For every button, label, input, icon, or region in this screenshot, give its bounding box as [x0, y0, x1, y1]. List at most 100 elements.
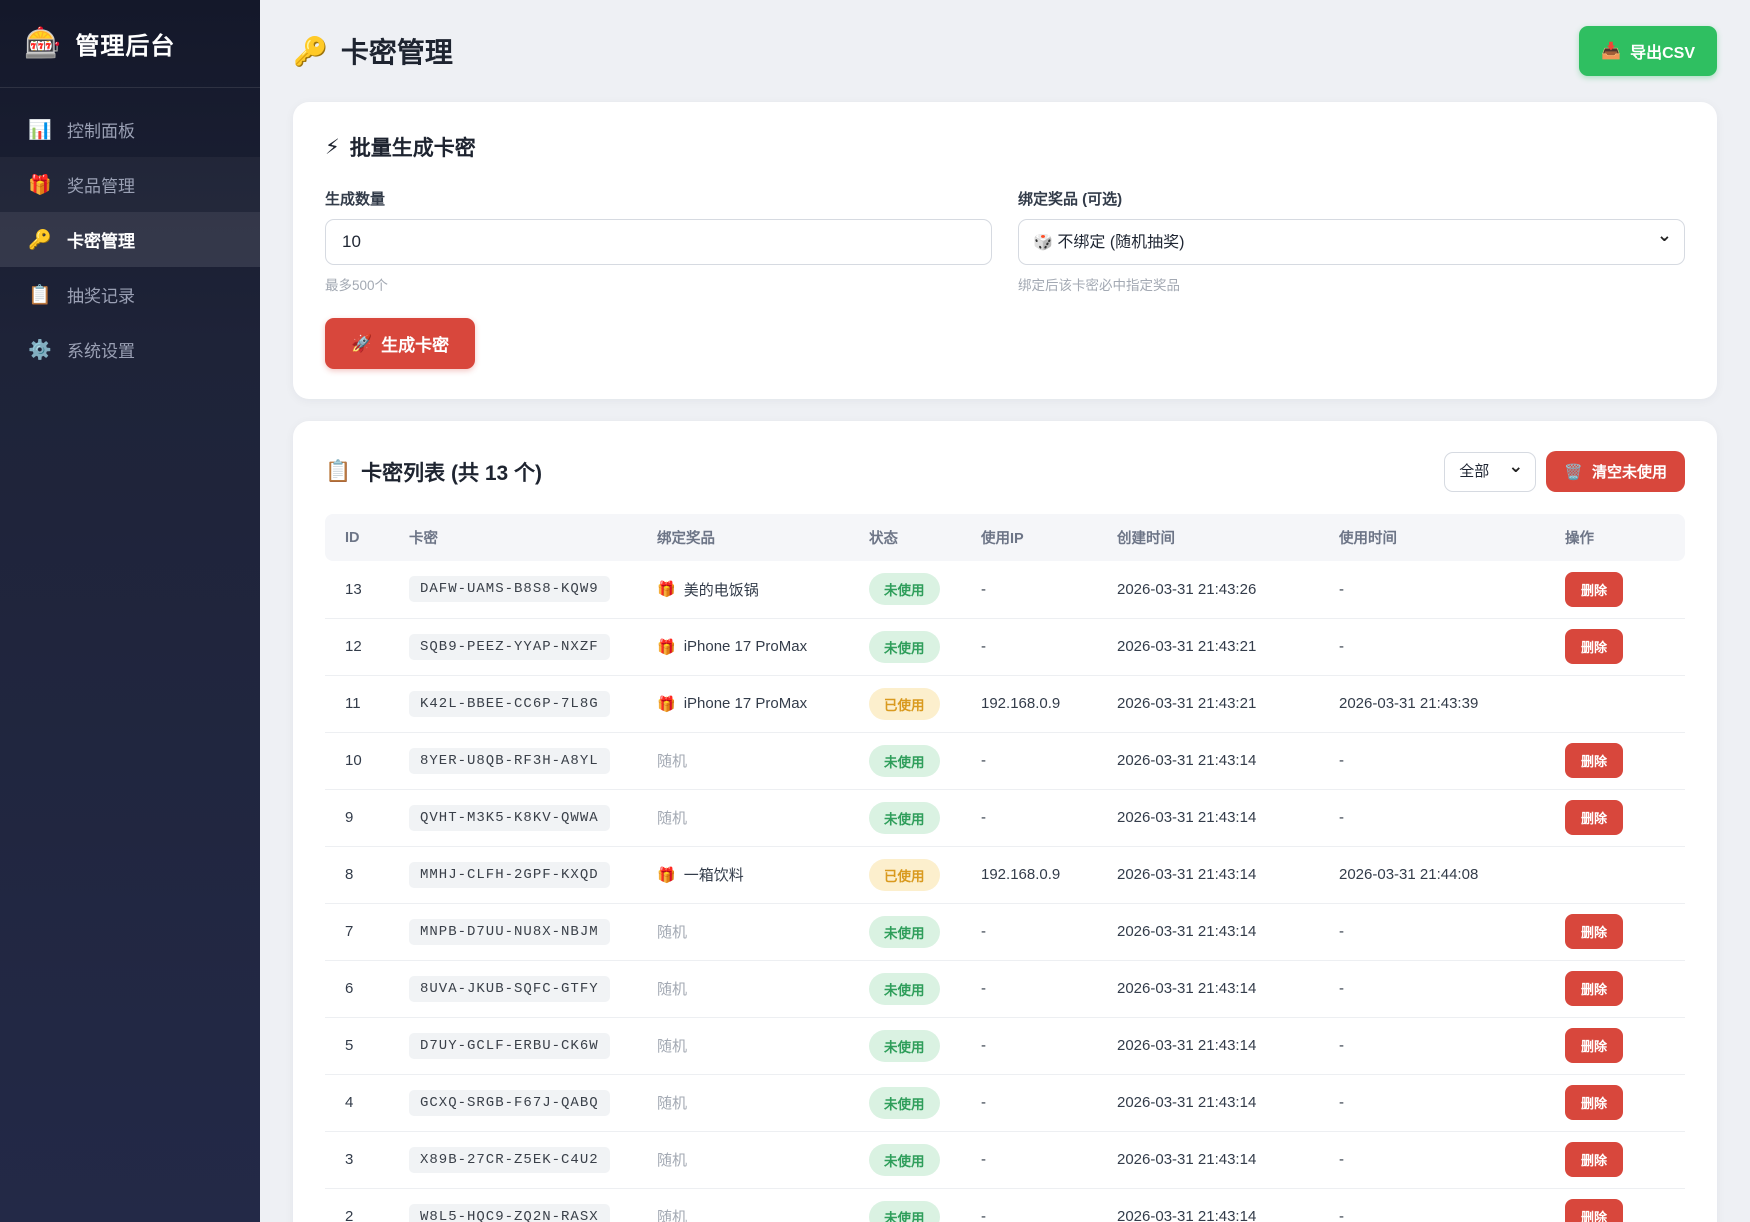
prize-name: 随机 — [657, 1152, 688, 1169]
cell-key: X89B-27CR-Z5EK-C4U2 — [389, 1131, 637, 1189]
cell-id: 11 — [325, 675, 389, 733]
sidebar-item-prizes[interactable]: 🎁 奖品管理 — [0, 157, 260, 212]
batch-generate-card: ⚡ 批量生成卡密 生成数量 最多500个 🚀 生成卡密 绑定奖品 — [293, 102, 1717, 399]
delete-button[interactable]: 删除 — [1565, 971, 1624, 1006]
generate-form: 生成数量 最多500个 🚀 生成卡密 绑定奖品 (可选) 🎲 不绑定 — [325, 188, 1685, 369]
status-filter-select[interactable]: 全部 — [1444, 451, 1537, 492]
cell-key: QVHT-M3K5-K8KV-QWWA — [389, 789, 637, 847]
cell-status: 未使用 — [849, 732, 961, 790]
table-row: 4 GCXQ-SRGB-F67J-QABQ 随机 未使用 - 2026-03-3… — [325, 1074, 1685, 1132]
key-icon: 🔑 — [293, 35, 328, 67]
prize-value: 🎁 iPhone 17 ProMax — [657, 695, 849, 713]
card-key-chip: X89B-27CR-Z5EK-C4U2 — [409, 1146, 610, 1173]
cell-created: 2026-03-31 21:43:14 — [1097, 1074, 1319, 1132]
cell-id: 3 — [325, 1131, 389, 1189]
cell-key: K42L-BBEE-CC6P-7L8G — [389, 675, 637, 733]
delete-button[interactable]: 删除 — [1565, 743, 1624, 778]
quantity-label: 生成数量 — [325, 191, 386, 208]
card-key-chip: MMHJ-CLFH-2GPF-KXQD — [409, 861, 610, 888]
batch-generate-title-text: 批量生成卡密 — [349, 137, 476, 160]
cell-used: - — [1319, 903, 1545, 961]
prize-name: 随机 — [657, 981, 688, 998]
col-actions: 操作 — [1545, 514, 1685, 561]
cell-used: 2026-03-31 21:44:08 — [1319, 846, 1545, 904]
cell-key: DAFW-UAMS-B8S8-KQW9 — [389, 561, 637, 619]
delete-button[interactable]: 删除 — [1565, 571, 1624, 607]
prize-value: 随机 — [657, 1092, 849, 1113]
cell-prize: 随机 — [637, 960, 849, 1018]
cell-prize: 🎁 美的电饭锅 — [637, 561, 849, 619]
bind-prize-select[interactable]: 🎲 不绑定 (随机抽奖) — [1018, 219, 1685, 265]
prize-name: 随机 — [657, 753, 688, 770]
status-badge: 未使用 — [869, 1086, 940, 1119]
export-csv-button[interactable]: 📥 导出CSV — [1579, 26, 1717, 76]
cell-ip: 192.168.0.9 — [961, 846, 1097, 904]
cell-id: 9 — [325, 789, 389, 847]
delete-button[interactable]: 删除 — [1565, 1028, 1624, 1063]
export-csv-label: 导出CSV — [1630, 45, 1695, 62]
status-badge: 已使用 — [869, 858, 940, 891]
gift-icon: 🎁 — [657, 638, 676, 656]
cell-key: D7UY-GCLF-ERBU-CK6W — [389, 1017, 637, 1075]
cell-prize: 随机 — [637, 732, 849, 790]
col-ip: 使用IP — [961, 514, 1097, 561]
cell-status: 未使用 — [849, 618, 961, 676]
prize-value: 🎁 一箱饮料 — [657, 864, 849, 885]
cell-key: MMHJ-CLFH-2GPF-KXQD — [389, 846, 637, 904]
cell-status: 未使用 — [849, 1131, 961, 1189]
prize-name: 随机 — [657, 810, 688, 827]
delete-button[interactable]: 删除 — [1565, 1199, 1624, 1222]
prize-name: 美的电饭锅 — [683, 581, 759, 599]
delete-button[interactable]: 删除 — [1565, 800, 1624, 835]
cell-status: 未使用 — [849, 1188, 961, 1222]
cell-ip: - — [961, 1074, 1097, 1132]
cell-prize: 🎁 一箱饮料 — [637, 846, 849, 904]
delete-button[interactable]: 删除 — [1565, 914, 1624, 949]
delete-button[interactable]: 删除 — [1565, 1142, 1624, 1177]
delete-button[interactable]: 删除 — [1565, 629, 1624, 664]
rocket-icon: 🚀 — [351, 333, 373, 353]
prize-name: 随机 — [657, 1209, 688, 1222]
cell-key: MNPB-D7UU-NU8X-NBJM — [389, 903, 637, 961]
list-controls: 全部 🗑️ 清空未使用 — [1444, 451, 1685, 492]
card-key-chip: MNPB-D7UU-NU8X-NBJM — [409, 918, 610, 945]
cell-prize: 随机 — [637, 789, 849, 847]
cell-status: 未使用 — [849, 789, 961, 847]
table-row: 3 X89B-27CR-Z5EK-C4U2 随机 未使用 - 2026-03-3… — [325, 1131, 1685, 1189]
status-badge: 未使用 — [869, 744, 940, 777]
cell-created: 2026-03-31 21:43:14 — [1097, 1131, 1319, 1189]
delete-button[interactable]: 删除 — [1565, 1085, 1624, 1120]
status-badge: 未使用 — [869, 1029, 940, 1062]
sidebar-item-card-keys[interactable]: 🔑 卡密管理 — [0, 212, 260, 267]
clear-unused-button[interactable]: 🗑️ 清空未使用 — [1546, 451, 1685, 492]
sidebar: 🎰 管理后台 📊 控制面板 🎁 奖品管理 🔑 卡密管理 📋 抽奖记录 ⚙️ — [0, 0, 260, 1222]
cell-id: 2 — [325, 1188, 389, 1222]
bind-prize-label: 绑定奖品 (可选) — [1018, 191, 1123, 208]
sidebar-item-dashboard[interactable]: 📊 控制面板 — [0, 102, 260, 157]
cell-used: - — [1319, 960, 1545, 1018]
quantity-input[interactable] — [325, 219, 992, 265]
sidebar-item-settings[interactable]: ⚙️ 系统设置 — [0, 322, 260, 377]
sidebar-item-label: 系统设置 — [67, 342, 135, 361]
list-title-text: 卡密列表 (共 13 个) — [361, 461, 543, 485]
cell-actions: 删除 — [1545, 903, 1685, 961]
status-badge: 未使用 — [869, 573, 940, 606]
bind-prize-select-wrap: 🎲 不绑定 (随机抽奖) — [1018, 219, 1685, 265]
status-badge: 已使用 — [869, 687, 940, 720]
card-key-list-card: 📋 卡密列表 (共 13 个) 全部 🗑️ 清空未使用 — [293, 421, 1717, 1222]
card-key-chip: W8L5-HQC9-ZQ2N-RASX — [409, 1203, 610, 1222]
gear-icon: ⚙️ — [28, 339, 52, 361]
prize-value: 随机 — [657, 1035, 849, 1056]
cell-actions: 删除 — [1545, 960, 1685, 1018]
cell-used: - — [1319, 561, 1545, 619]
cell-ip: 192.168.0.9 — [961, 675, 1097, 733]
generate-button[interactable]: 🚀 生成卡密 — [325, 318, 476, 369]
app-title: 管理后台 — [75, 33, 176, 60]
card-key-chip: 8YER-U8QB-RF3H-A8YL — [409, 747, 610, 774]
sidebar-item-draw-records[interactable]: 📋 抽奖记录 — [0, 267, 260, 322]
cell-actions — [1545, 675, 1685, 733]
cell-id: 10 — [325, 732, 389, 790]
sidebar-nav: 📊 控制面板 🎁 奖品管理 🔑 卡密管理 📋 抽奖记录 ⚙️ 系统设置 — [0, 88, 260, 377]
cell-id: 7 — [325, 903, 389, 961]
